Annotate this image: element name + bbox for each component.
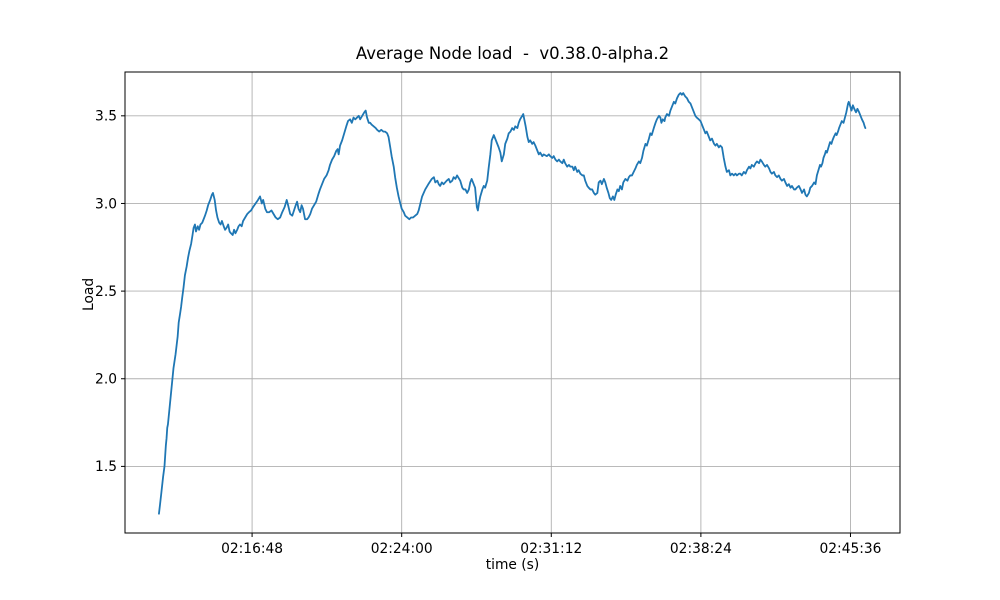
x-tick-label: 02:31:12 (520, 541, 582, 557)
x-tick-label: 02:38:24 (670, 541, 732, 557)
chart-title: Average Node load - v0.38.0-alpha.2 (355, 44, 670, 63)
x-tick-label: 02:16:48 (221, 541, 283, 557)
y-tick-label: 3.5 (95, 109, 117, 125)
y-tick-label: 1.5 (95, 459, 117, 475)
x-axis-label: time (s) (485, 557, 540, 573)
plot-border (124, 71, 901, 534)
x-tick-label: 02:45:36 (819, 541, 881, 557)
load-series-line (158, 92, 867, 515)
y-tick-label: 2.5 (95, 284, 117, 300)
x-tick-label: 02:24:00 (371, 541, 433, 557)
y-axis-label: Load (81, 277, 97, 311)
y-tick-label: 2.0 (95, 372, 117, 388)
y-tick-label: 3.0 (95, 196, 117, 212)
